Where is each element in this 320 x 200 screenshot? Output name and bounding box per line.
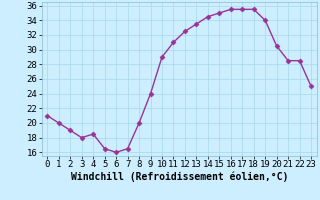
X-axis label: Windchill (Refroidissement éolien,°C): Windchill (Refroidissement éolien,°C) xyxy=(70,172,288,182)
